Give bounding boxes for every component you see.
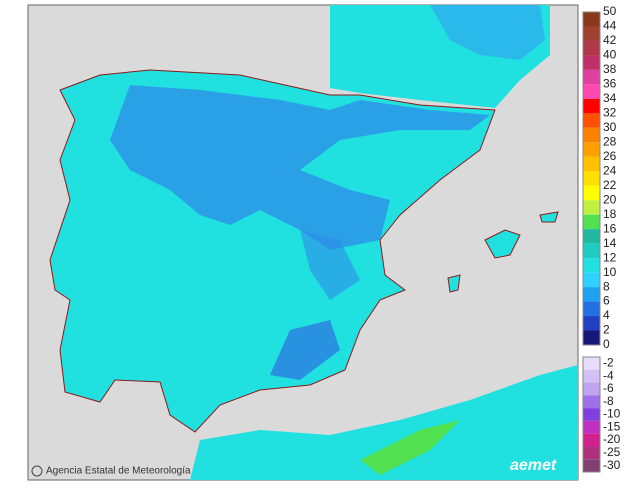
center-cold-area	[300, 230, 360, 300]
legend-swatch	[583, 382, 600, 396]
legend-swatch	[583, 185, 600, 201]
legend-label: 30	[603, 120, 617, 134]
legend-label: 24	[603, 163, 617, 177]
legend-swatch	[583, 12, 600, 27]
copyright-icon	[31, 465, 43, 477]
legend-swatch	[583, 26, 600, 41]
legend-label: 40	[603, 48, 617, 62]
legend-swatch	[583, 243, 600, 259]
legend-label: -10	[603, 407, 621, 421]
legend-swatch	[583, 408, 600, 421]
legend-swatch	[583, 200, 600, 215]
legend-swatch	[583, 446, 600, 460]
alps-cold-area	[430, 5, 545, 60]
legend-label: 10	[603, 265, 617, 279]
legend-label: 26	[603, 149, 617, 163]
legend-swatch	[583, 229, 600, 244]
legend-label: -30	[603, 458, 621, 472]
legend-swatch	[583, 84, 600, 99]
legend-swatch	[583, 55, 600, 70]
legend-label: 34	[603, 91, 617, 105]
legend-swatch	[583, 301, 600, 317]
legend-label: 4	[603, 308, 610, 322]
legend-swatch	[583, 272, 600, 288]
legend-label: -4	[603, 368, 614, 382]
aemet-logo: aemet	[510, 457, 557, 474]
legend-label: -8	[603, 394, 614, 408]
legend-label: 50	[603, 4, 617, 18]
mallorca	[484, 229, 521, 259]
south-cold-area	[270, 320, 340, 380]
legend-swatch	[583, 330, 600, 345]
legend-label: 16	[603, 221, 617, 235]
legend-label: 32	[603, 106, 617, 120]
atlas-area	[360, 420, 460, 475]
legend-label: 44	[603, 19, 617, 33]
legend-swatch	[583, 171, 600, 186]
legend-label: 38	[603, 62, 617, 76]
legend-swatch	[583, 395, 600, 409]
legend-label: 28	[603, 134, 617, 148]
legend-label: 20	[603, 192, 617, 206]
legend-swatch	[583, 156, 600, 172]
legend-label: -15	[603, 419, 621, 433]
legend-label: -2	[603, 356, 614, 370]
legend-swatch	[583, 69, 600, 85]
legend-label: 18	[603, 207, 617, 221]
legend-label: 2	[603, 323, 610, 337]
legend-swatch	[583, 214, 600, 230]
legend-swatch	[583, 98, 600, 114]
legend-swatch	[583, 357, 600, 370]
north-cold-area	[110, 85, 490, 250]
legend-label: 12	[603, 250, 617, 264]
legend-border	[582, 11, 601, 346]
legend-label: 0	[603, 337, 610, 351]
legend-border	[582, 356, 601, 473]
legend-label: 22	[603, 178, 617, 192]
africa-land	[190, 365, 578, 480]
legend-label: -20	[603, 432, 621, 446]
legend-swatch	[583, 420, 600, 434]
legend-label: 6	[603, 294, 610, 308]
legend-swatch	[583, 287, 600, 302]
legend-label: 8	[603, 279, 610, 293]
legend-swatch	[583, 258, 600, 273]
legend-label: 14	[603, 236, 617, 250]
ibiza	[447, 274, 461, 293]
legend-label: -25	[603, 445, 621, 459]
legend-label: 42	[603, 33, 617, 47]
legend-swatch	[583, 40, 600, 56]
menorca	[539, 211, 559, 223]
legend-swatch	[583, 127, 600, 143]
legend-swatch	[583, 459, 600, 472]
legend-swatch	[583, 113, 600, 128]
legend-swatch	[583, 316, 600, 331]
agency-name: Agencia Estatal de Meteorología	[46, 466, 191, 477]
legend-label: 36	[603, 77, 617, 91]
legend-swatch	[583, 433, 600, 447]
legend-swatch	[583, 369, 600, 383]
legend-swatch	[583, 142, 600, 157]
legend-label: -6	[603, 381, 614, 395]
